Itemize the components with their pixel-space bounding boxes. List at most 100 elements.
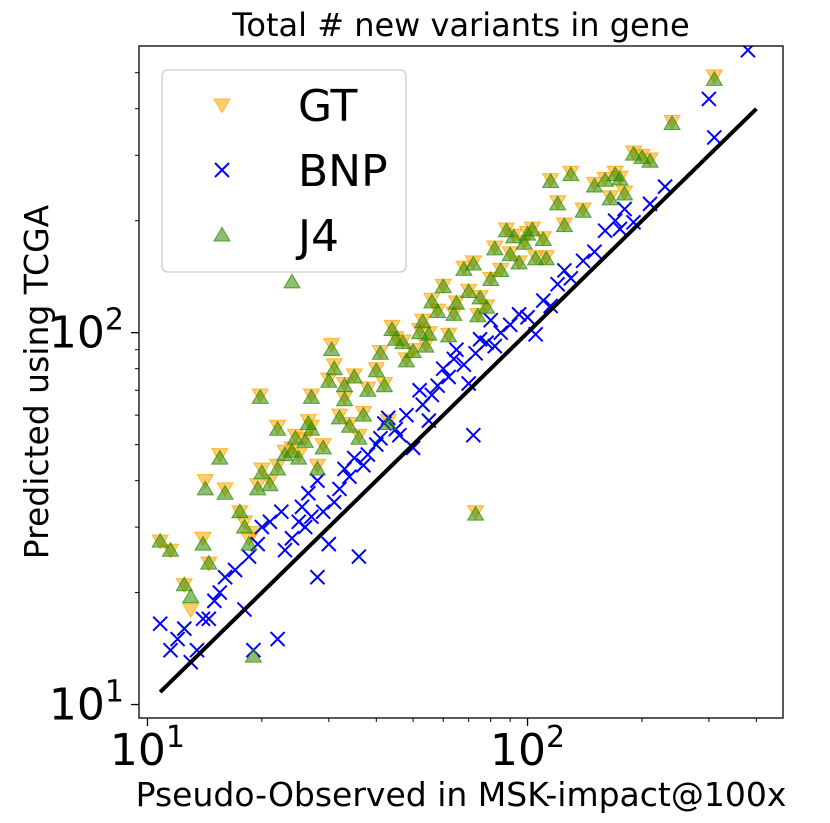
j4-point <box>497 222 516 238</box>
bnp-point <box>535 292 551 309</box>
bnp-point <box>360 446 376 463</box>
j4-point <box>534 230 553 247</box>
j4-point <box>481 270 500 286</box>
identity-line <box>158 107 758 694</box>
j4-point <box>397 352 416 368</box>
j4-point <box>416 337 435 353</box>
bnp-point <box>189 642 205 658</box>
bnp-point <box>346 450 362 466</box>
bnp-point <box>706 129 723 146</box>
bnp-point <box>448 341 465 358</box>
bnp-point <box>519 309 536 325</box>
gt-point <box>701 22 717 36</box>
j4-point <box>701 23 717 37</box>
bnp-point <box>607 213 623 229</box>
bnp-point <box>341 468 358 485</box>
j4-point <box>555 217 574 233</box>
j4-point <box>574 202 592 218</box>
bnp-point <box>162 642 179 658</box>
j4-point <box>537 250 556 266</box>
j4-point <box>445 305 463 321</box>
series-bnp <box>152 46 756 670</box>
bnp-point <box>355 457 372 473</box>
bnp-point <box>372 430 389 446</box>
j4-point <box>330 409 349 425</box>
x-axis-label: Pseudo-Observed in MSK-impact@100x <box>136 775 787 814</box>
j4-point <box>601 190 620 206</box>
bnp-point <box>309 569 326 585</box>
j4-point <box>251 388 270 404</box>
j4-point <box>485 240 504 256</box>
j4-point <box>515 234 534 250</box>
j4-point <box>322 341 341 357</box>
j4-point <box>413 313 432 329</box>
bnp-point <box>740 46 756 58</box>
bnp-point <box>303 508 320 525</box>
j4-point <box>283 442 301 458</box>
bnp-point <box>284 530 300 546</box>
bnp-point <box>398 407 415 423</box>
j4-point <box>335 377 354 393</box>
j4-point <box>296 432 315 448</box>
j4-point <box>240 535 258 551</box>
gt-point <box>181 603 200 619</box>
legend-item-gt: GT <box>213 81 358 132</box>
j4-point <box>705 70 724 86</box>
j4-point <box>216 484 234 500</box>
bnp-point <box>321 536 337 552</box>
j4-point <box>289 449 308 465</box>
j4-point <box>345 368 364 384</box>
j4-point <box>663 114 681 131</box>
j4-point <box>335 391 354 407</box>
j4-point <box>248 480 267 496</box>
j4-point <box>371 344 390 360</box>
j4-point <box>510 254 528 270</box>
bnp-point <box>493 324 509 341</box>
bnp-point <box>429 378 446 394</box>
bnp-point <box>405 440 421 456</box>
bnp-point <box>176 620 193 637</box>
gt-point <box>740 15 756 29</box>
bnp-point <box>487 338 503 354</box>
j4-point <box>611 170 629 186</box>
bnp-point <box>212 584 228 601</box>
j4-point <box>302 388 321 404</box>
j4-point <box>350 429 368 445</box>
plot-frame <box>138 45 784 719</box>
j4-point <box>464 255 483 271</box>
data-points <box>151 15 756 670</box>
j4-point <box>459 282 478 299</box>
bnp-point <box>277 542 293 558</box>
j4-point <box>161 541 180 557</box>
bnp-point <box>391 427 408 443</box>
j4-point <box>428 302 447 318</box>
bnp-point <box>411 382 428 398</box>
bnp-point <box>152 615 168 632</box>
j4-point <box>181 588 200 604</box>
bnp-point <box>326 494 342 510</box>
j4-point <box>314 439 333 455</box>
j4-point <box>641 152 659 168</box>
bnp-point <box>446 351 462 367</box>
y-tick-label: 101 <box>49 675 124 731</box>
y-tick-label: 102 <box>49 303 124 359</box>
bnp-point <box>483 312 499 328</box>
bnp-point <box>331 481 348 497</box>
x-tick-label: 101 <box>110 720 185 776</box>
legend-label: GT <box>298 81 358 132</box>
j4-point <box>268 460 287 476</box>
j4-point <box>419 325 438 341</box>
j4-point <box>244 647 263 663</box>
j4-point <box>491 261 510 277</box>
j4-point <box>375 377 394 393</box>
j4-point <box>194 535 212 551</box>
legend-box <box>161 69 407 273</box>
bnp-point <box>273 504 290 520</box>
j4-point <box>379 414 398 430</box>
j4-point <box>404 342 423 358</box>
j4-point <box>151 532 170 548</box>
j4-point <box>358 381 377 397</box>
j4-point <box>561 166 580 182</box>
j4-point <box>367 362 386 378</box>
